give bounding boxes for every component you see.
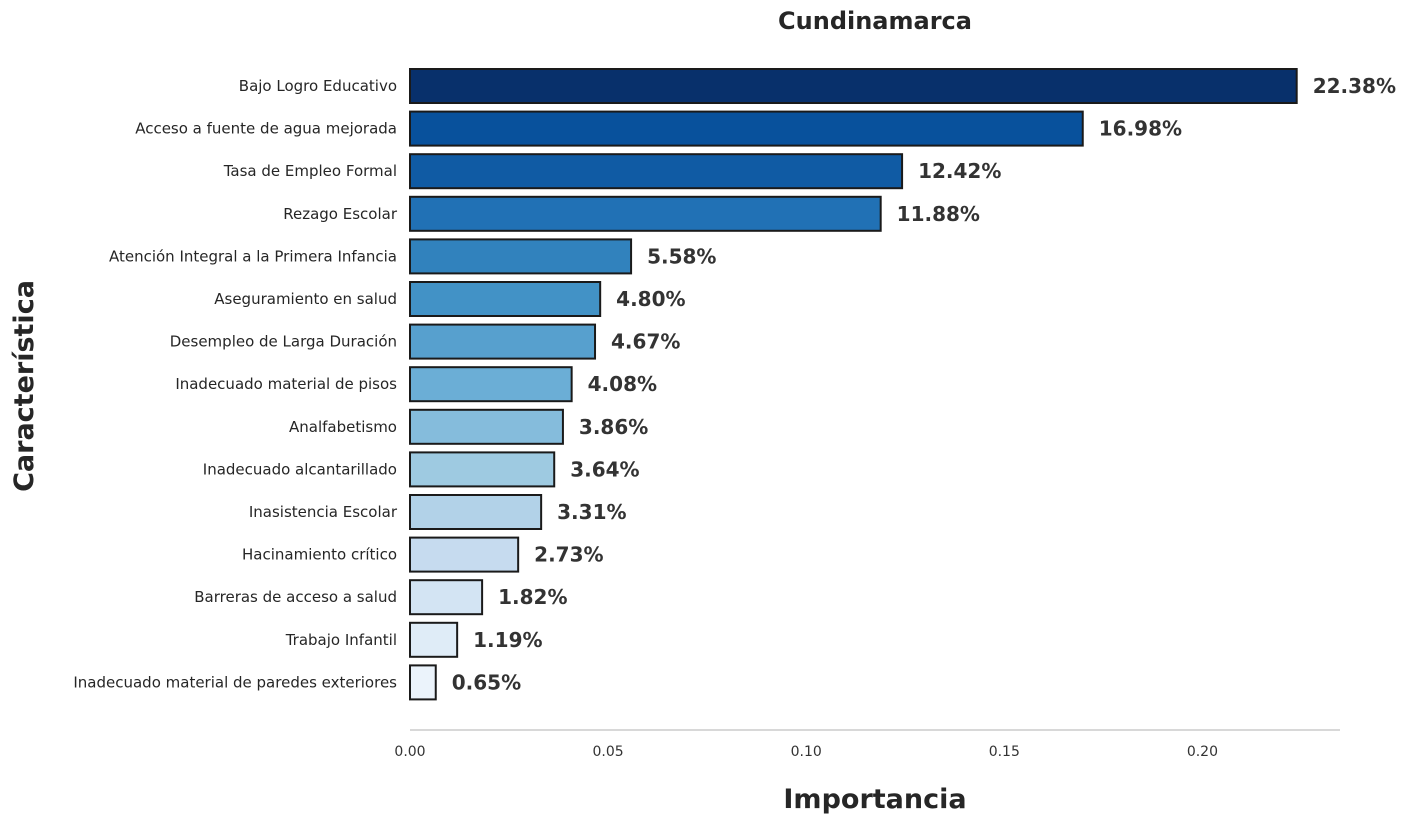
bar (409, 366, 573, 403)
data-label: 0.65% (452, 670, 521, 694)
category-label: Inadecuado material de pisos (175, 375, 397, 393)
category-label: Aseguramiento en salud (214, 290, 397, 308)
data-label: 4.80% (616, 287, 685, 311)
x-tick-label: 0.00 (394, 744, 425, 760)
data-label: 3.64% (570, 457, 639, 481)
category-label: Inasistencia Escolar (249, 503, 398, 521)
bar (409, 494, 543, 530)
bar (409, 195, 882, 232)
category-label: Desempleo de Larga Duración (170, 333, 397, 351)
category-label: Acceso a fuente de agua mejorada (135, 120, 397, 138)
category-label: Rezago Escolar (283, 205, 398, 223)
bar (409, 281, 602, 317)
bar (409, 153, 904, 190)
bar (409, 408, 564, 445)
x-tick-label: 0.20 (1187, 744, 1218, 760)
data-label: 1.82% (498, 585, 567, 609)
category-label: Trabajo Infantil (285, 631, 397, 649)
bar (409, 110, 1084, 147)
data-label: 4.08% (588, 372, 657, 396)
data-label: 1.19% (473, 628, 542, 652)
data-label: 5.58% (647, 244, 716, 268)
data-label: 22.38% (1313, 74, 1396, 98)
data-label: 2.73% (534, 543, 603, 567)
category-label: Analfabetismo (289, 418, 397, 436)
bar (409, 536, 520, 573)
category-label: Tasa de Empleo Formal (223, 162, 397, 180)
bar (409, 664, 437, 701)
category-label: Barreras de acceso a salud (194, 588, 397, 606)
x-axis-label: Importancia (783, 784, 966, 815)
data-label: 3.31% (557, 500, 626, 524)
data-label: 11.88% (897, 202, 980, 226)
y-axis-label: Característica (9, 280, 40, 492)
category-label: Hacinamiento crítico (242, 546, 397, 564)
bar (409, 323, 597, 360)
data-label: 12.42% (918, 159, 1001, 183)
bar (409, 579, 484, 616)
data-label: 16.98% (1099, 117, 1182, 141)
data-label: 3.86% (579, 415, 648, 439)
bar (409, 68, 1298, 104)
category-label: Inadecuado material de paredes exteriore… (73, 673, 397, 691)
bar (409, 238, 633, 275)
x-tick-label: 0.15 (989, 744, 1020, 760)
data-label: 4.67% (611, 330, 680, 354)
category-label: Inadecuado alcantarillado (203, 460, 397, 478)
bar (409, 621, 459, 658)
bar (409, 451, 556, 488)
category-label: Atención Integral a la Primera Infancia (109, 247, 397, 265)
x-tick-label: 0.05 (593, 744, 624, 760)
category-label: Bajo Logro Educativo (239, 77, 397, 95)
x-tick-label: 0.10 (791, 744, 822, 760)
chart-title: Cundinamarca (778, 7, 972, 35)
